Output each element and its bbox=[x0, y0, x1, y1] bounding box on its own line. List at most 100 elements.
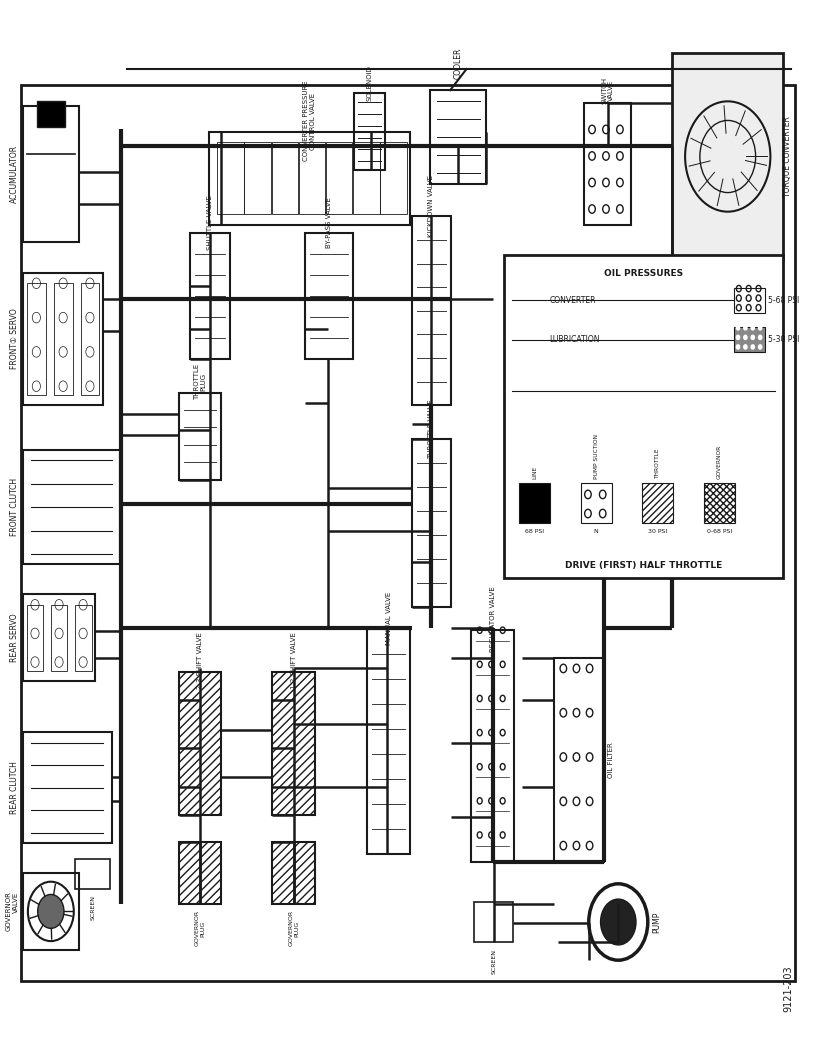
Bar bbox=[272, 672, 314, 815]
Bar bbox=[179, 842, 221, 904]
Text: THROTTLE: THROTTLE bbox=[654, 448, 659, 479]
Bar bbox=[272, 842, 314, 904]
Bar bbox=[37, 101, 65, 127]
Bar bbox=[733, 327, 764, 352]
Text: SCREEN: SCREEN bbox=[90, 895, 95, 921]
Circle shape bbox=[38, 894, 64, 928]
Bar bbox=[354, 93, 385, 170]
Text: 9121-203: 9121-203 bbox=[783, 966, 793, 1012]
Text: GOVERNOR
PLUG: GOVERNOR PLUG bbox=[194, 910, 206, 946]
Text: FRONT CLUTCH: FRONT CLUTCH bbox=[10, 479, 19, 536]
Bar bbox=[298, 142, 325, 214]
Bar bbox=[27, 283, 46, 395]
Circle shape bbox=[750, 335, 753, 340]
Text: ACCUMULATOR: ACCUMULATOR bbox=[10, 145, 19, 203]
Text: 1-2 SHIFT VALVE: 1-2 SHIFT VALVE bbox=[290, 632, 296, 690]
Bar bbox=[23, 594, 95, 681]
Text: REAR SERVO: REAR SERVO bbox=[10, 613, 19, 662]
Text: REAR CLUTCH: REAR CLUTCH bbox=[10, 762, 19, 814]
Bar bbox=[190, 233, 229, 359]
Text: LINE: LINE bbox=[532, 466, 536, 479]
Text: SWITCH
VALVE: SWITCH VALVE bbox=[600, 76, 613, 104]
Circle shape bbox=[735, 345, 739, 349]
Text: 5-30 PSI: 5-30 PSI bbox=[767, 335, 799, 344]
Text: GOVERNOR
VALVE: GOVERNOR VALVE bbox=[6, 891, 19, 932]
Bar bbox=[641, 483, 672, 523]
Text: SHUTTLE VALVE: SHUTTLE VALVE bbox=[206, 195, 213, 250]
Bar bbox=[703, 483, 734, 523]
Circle shape bbox=[750, 326, 753, 330]
Text: FRONT① SERVO: FRONT① SERVO bbox=[10, 309, 19, 369]
Text: OIL FILTER: OIL FILTER bbox=[608, 742, 613, 778]
Bar bbox=[244, 142, 270, 214]
Text: SOLENOID: SOLENOID bbox=[366, 65, 373, 101]
Bar bbox=[272, 672, 314, 815]
Bar bbox=[380, 142, 406, 214]
Bar bbox=[504, 255, 782, 578]
Bar bbox=[80, 283, 99, 395]
Bar bbox=[179, 393, 221, 480]
Text: LUBRICATION: LUBRICATION bbox=[549, 335, 600, 344]
Text: CONVERTER: CONVERTER bbox=[549, 296, 595, 305]
Text: TORQUE CONVERTER: TORQUE CONVERTER bbox=[782, 116, 790, 197]
Text: MANUAL VALVE: MANUAL VALVE bbox=[385, 592, 391, 645]
Text: 30 PSI: 30 PSI bbox=[647, 529, 667, 535]
Text: OIL PRESSURES: OIL PRESSURES bbox=[604, 269, 682, 278]
Circle shape bbox=[750, 345, 753, 349]
Bar bbox=[23, 273, 103, 405]
Bar bbox=[583, 103, 631, 225]
Bar bbox=[26, 605, 43, 671]
Bar bbox=[733, 288, 764, 313]
Bar bbox=[272, 842, 314, 904]
Bar bbox=[580, 483, 611, 523]
Circle shape bbox=[758, 326, 761, 330]
Bar bbox=[209, 132, 410, 225]
Text: GOVERNOR: GOVERNOR bbox=[716, 445, 721, 479]
Bar bbox=[518, 483, 550, 523]
Circle shape bbox=[600, 899, 636, 945]
Bar bbox=[23, 106, 79, 242]
Bar bbox=[473, 902, 513, 942]
Bar bbox=[23, 450, 120, 564]
Circle shape bbox=[735, 335, 739, 340]
Text: DRIVE (FIRST) HALF THROTTLE: DRIVE (FIRST) HALF THROTTLE bbox=[564, 561, 722, 570]
Text: KICKDOWN VALVE: KICKDOWN VALVE bbox=[428, 175, 434, 237]
Bar bbox=[553, 658, 604, 862]
Bar bbox=[641, 483, 672, 523]
Bar bbox=[353, 142, 379, 214]
Bar bbox=[367, 629, 410, 854]
Text: 5-68 PSI: 5-68 PSI bbox=[767, 296, 799, 305]
Circle shape bbox=[743, 345, 746, 349]
Text: 2-3 SHIFT VALVE: 2-3 SHIFT VALVE bbox=[197, 632, 203, 690]
Text: THROTTLE VALVE: THROTTLE VALVE bbox=[428, 399, 434, 458]
Bar bbox=[23, 732, 111, 843]
Bar bbox=[51, 605, 67, 671]
Bar bbox=[75, 859, 110, 889]
Bar bbox=[271, 142, 297, 214]
Bar bbox=[672, 53, 782, 260]
Bar bbox=[703, 483, 734, 523]
Text: PUMP SUCTION: PUMP SUCTION bbox=[593, 434, 598, 479]
Text: CONVERTER PRESSURE
CONTROL VALVE: CONVERTER PRESSURE CONTROL VALVE bbox=[303, 81, 315, 161]
Circle shape bbox=[743, 335, 746, 340]
Bar bbox=[326, 142, 352, 214]
Bar bbox=[23, 873, 79, 950]
Text: 0-68 PSI: 0-68 PSI bbox=[706, 529, 731, 535]
Text: BY-PASS VALVE: BY-PASS VALVE bbox=[325, 197, 332, 248]
Bar bbox=[179, 672, 221, 815]
Bar bbox=[471, 630, 514, 862]
Bar bbox=[179, 842, 221, 904]
Bar bbox=[217, 142, 243, 214]
Bar bbox=[20, 85, 794, 981]
Circle shape bbox=[743, 326, 746, 330]
Text: GOVERNOR
PLUG: GOVERNOR PLUG bbox=[287, 910, 299, 946]
Text: N: N bbox=[593, 529, 598, 535]
Bar bbox=[430, 90, 486, 184]
Bar bbox=[179, 672, 221, 815]
Bar bbox=[75, 605, 92, 671]
Text: SCREEN: SCREEN bbox=[491, 949, 495, 974]
Bar bbox=[54, 283, 72, 395]
Bar bbox=[411, 439, 450, 607]
Text: COOLER: COOLER bbox=[454, 48, 462, 80]
Bar bbox=[305, 233, 352, 359]
